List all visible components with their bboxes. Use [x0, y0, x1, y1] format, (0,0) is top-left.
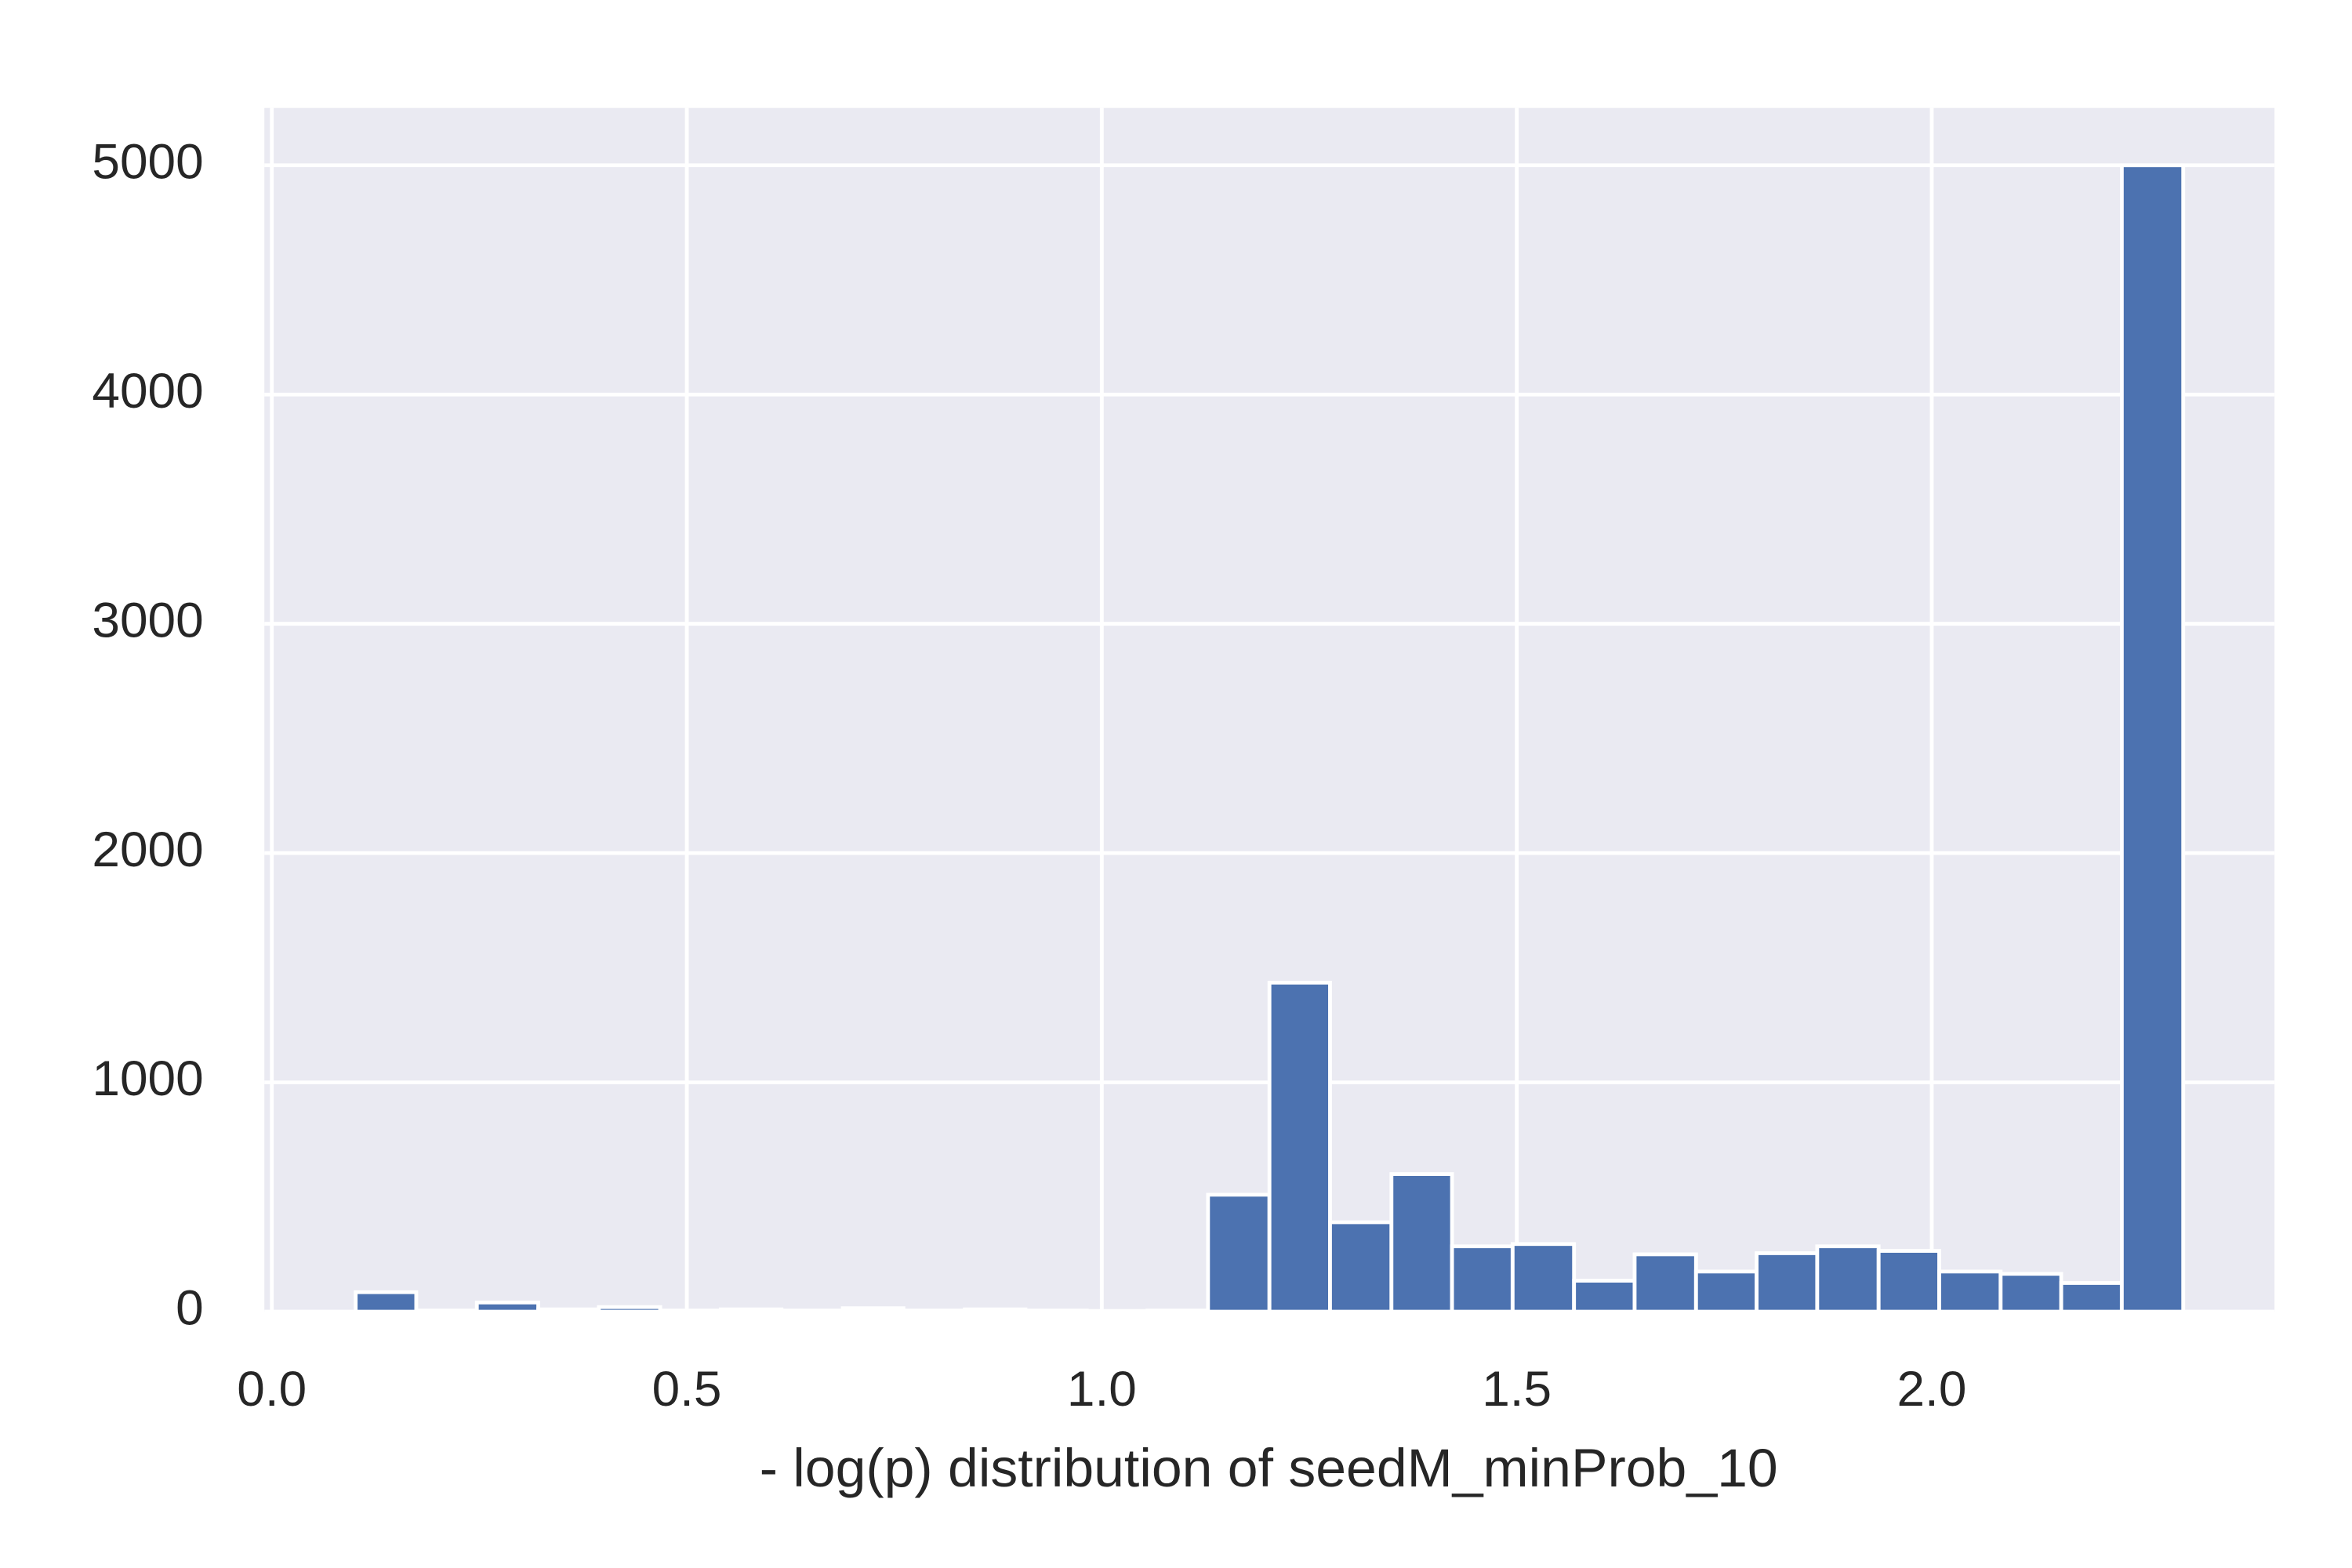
y-tick-label: 5000 — [92, 134, 203, 190]
bar — [779, 1308, 845, 1314]
bar — [963, 1307, 1028, 1314]
bar — [1267, 980, 1332, 1314]
bar — [1572, 1279, 1637, 1314]
x-tick-label: 1.0 — [1067, 1361, 1137, 1417]
y-tick-label: 2000 — [92, 822, 203, 877]
bar — [414, 1308, 479, 1314]
bar — [1632, 1252, 1698, 1314]
bar — [1937, 1269, 2003, 1314]
bar — [474, 1300, 540, 1314]
y-tick-label: 3000 — [92, 593, 203, 648]
bar — [1084, 1308, 1149, 1314]
bar — [719, 1307, 784, 1314]
bar — [1450, 1244, 1515, 1314]
bar — [1206, 1192, 1272, 1314]
bar — [536, 1307, 601, 1314]
bar — [2059, 1281, 2124, 1314]
bar — [1023, 1308, 1089, 1314]
y-tick-label: 1000 — [92, 1051, 203, 1107]
y-tick-label: 0 — [176, 1280, 204, 1336]
bar — [901, 1308, 967, 1314]
x-tick-label: 0.5 — [652, 1361, 722, 1417]
bar — [2119, 163, 2186, 1314]
x-tick-label: 0.0 — [237, 1361, 307, 1417]
y-tick-label: 4000 — [92, 363, 203, 419]
bar — [354, 1290, 419, 1314]
bar — [1755, 1251, 1820, 1314]
bar — [1510, 1242, 1577, 1314]
bar — [1998, 1272, 2063, 1314]
bar — [597, 1305, 662, 1314]
bar — [1328, 1220, 1394, 1314]
bar — [658, 1308, 723, 1314]
x-tick-label: 1.5 — [1482, 1361, 1552, 1417]
bar — [1389, 1172, 1454, 1314]
bar — [1876, 1249, 1941, 1314]
x-tick-label: 2.0 — [1897, 1361, 1967, 1417]
bar — [840, 1306, 906, 1314]
bar — [1815, 1244, 1881, 1314]
bar — [1693, 1269, 1759, 1314]
bar — [1145, 1308, 1210, 1314]
x-axis-label: - log(p) distribution of seedM_minProb_1… — [760, 1437, 1778, 1497]
